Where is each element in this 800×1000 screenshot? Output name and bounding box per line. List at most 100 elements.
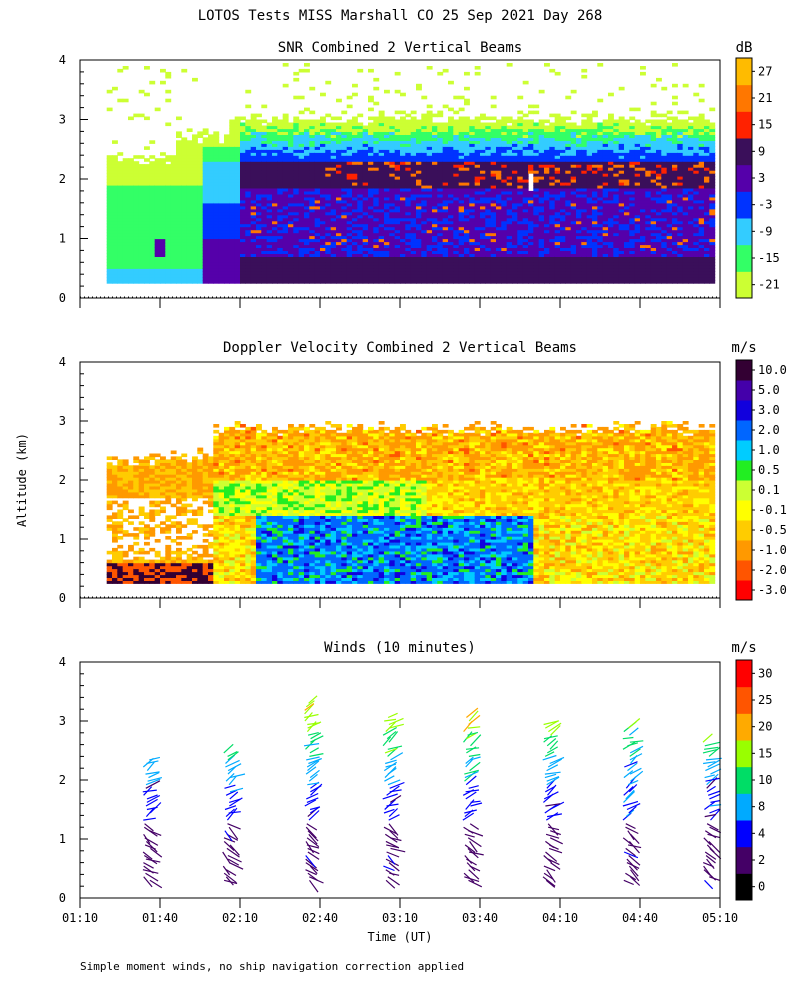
velocity-title: Doppler Velocity Combined 2 Vertical Bea… xyxy=(223,340,577,356)
wind-barb xyxy=(385,858,399,867)
wind-barb xyxy=(549,756,565,765)
wind-barb xyxy=(388,717,404,726)
colorbar-tick-label: 3 xyxy=(758,171,765,185)
wind-barb xyxy=(543,855,553,864)
snr-axes: 0 1 2 3 4 xyxy=(59,53,721,308)
wind-barb xyxy=(306,797,319,803)
wind-barb xyxy=(384,833,398,843)
wind-barb xyxy=(227,763,242,772)
wind-barb xyxy=(226,847,240,858)
wind-barb xyxy=(382,793,398,800)
wind-barb xyxy=(384,799,396,810)
wind-barb xyxy=(469,823,480,830)
wind-barb xyxy=(625,823,636,830)
colorbar-tick-label: 10.0 xyxy=(758,363,787,377)
y-tick-label: 4 xyxy=(59,655,66,669)
wind-barb xyxy=(229,798,241,803)
wind-barb xyxy=(222,851,231,864)
wind-barb xyxy=(303,743,320,747)
wind-barb xyxy=(464,855,473,864)
x-tick-label: 03:40 xyxy=(462,911,498,925)
wind-barb xyxy=(547,858,560,866)
wind-barb xyxy=(307,760,320,772)
wind-barb xyxy=(625,789,635,800)
wind-barb xyxy=(467,726,481,729)
x-tick-label: 04:10 xyxy=(542,911,578,925)
wind-barb xyxy=(462,812,475,821)
wind-barb xyxy=(546,738,557,747)
wind-barb xyxy=(305,766,317,775)
wind-barb xyxy=(545,803,561,807)
wind-barb xyxy=(148,772,160,779)
wind-barb xyxy=(465,756,474,764)
wind-barb xyxy=(629,767,642,775)
wind-barb xyxy=(463,826,474,834)
wind-barb xyxy=(143,833,151,844)
colorbar-segment xyxy=(736,58,752,86)
wind-barb xyxy=(622,736,634,740)
colorbar-segment xyxy=(736,873,752,901)
colorbar-segment xyxy=(736,660,752,688)
wind-barb xyxy=(389,794,402,803)
x-tick-label: 05:10 xyxy=(702,911,738,925)
wind-barb xyxy=(705,763,720,772)
wind-barb xyxy=(706,823,719,831)
wind-barb xyxy=(383,865,395,872)
wind-barb xyxy=(626,858,638,871)
wind-barb xyxy=(223,872,237,884)
wind-barb xyxy=(546,764,559,772)
velocity-colorbar: -3.0 -2.0 -1.0 -0.5 -0.1 0.1 0.5 1.0 2.0 3.0 5.0 10… xyxy=(735,359,787,601)
wind-barb xyxy=(702,748,719,754)
wind-barb xyxy=(703,761,716,765)
wind-barb xyxy=(545,840,555,849)
wind-barb xyxy=(387,876,400,886)
altitude-axis-label: Altitude (km) xyxy=(15,433,29,527)
wind-barb xyxy=(625,847,636,857)
wind-barb xyxy=(626,803,641,811)
wind-barb xyxy=(466,707,479,718)
wind-barb xyxy=(549,740,559,750)
wind-barb xyxy=(469,761,481,772)
wind-barb xyxy=(623,786,634,796)
colorbar-tick-label: 5.0 xyxy=(758,383,780,397)
wind-barb xyxy=(309,879,319,893)
colorbar-segment xyxy=(736,244,752,272)
wind-barb xyxy=(227,751,238,757)
wind-barb xyxy=(304,713,319,719)
wind-barb xyxy=(145,872,159,882)
y-tick-label: 2 xyxy=(59,773,66,787)
colorbar-tick-label: 2 xyxy=(758,853,765,867)
wind-barb xyxy=(229,773,246,779)
wind-barb xyxy=(388,731,399,743)
wind-barb xyxy=(628,784,638,793)
wind-barb xyxy=(702,733,713,743)
x-tick-label: 04:40 xyxy=(622,911,658,925)
colorbar-tick-label: -9 xyxy=(758,224,772,238)
wind-barb xyxy=(310,785,322,793)
wind-barb xyxy=(229,844,240,856)
velocity-colorbar-unit: m/s xyxy=(731,340,756,356)
colorbar-tick-label: 15 xyxy=(758,118,772,132)
colorbar-tick-label: 4 xyxy=(758,826,765,840)
y-tick-label: 0 xyxy=(59,591,66,605)
wind-barb xyxy=(468,879,483,888)
winds-colorbar-unit: m/s xyxy=(731,640,756,656)
wind-barb xyxy=(388,823,399,836)
wind-barb xyxy=(304,703,315,711)
colorbar-segment xyxy=(736,520,752,541)
wind-barb xyxy=(707,759,720,768)
wind-barb xyxy=(629,727,639,736)
wind-barb xyxy=(385,759,397,765)
wind-barb xyxy=(307,782,320,786)
wind-barb xyxy=(385,879,396,889)
colorbar-segment xyxy=(736,218,752,246)
wind-barb xyxy=(386,851,400,858)
wind-barb xyxy=(145,798,158,807)
wind-barb xyxy=(309,806,321,811)
wind-barb xyxy=(309,747,320,754)
wind-barb xyxy=(704,851,717,860)
colorbar-tick-label: 3.0 xyxy=(758,403,780,417)
colorbar-tick-label: 25 xyxy=(758,693,772,707)
wind-barbs xyxy=(142,695,722,893)
